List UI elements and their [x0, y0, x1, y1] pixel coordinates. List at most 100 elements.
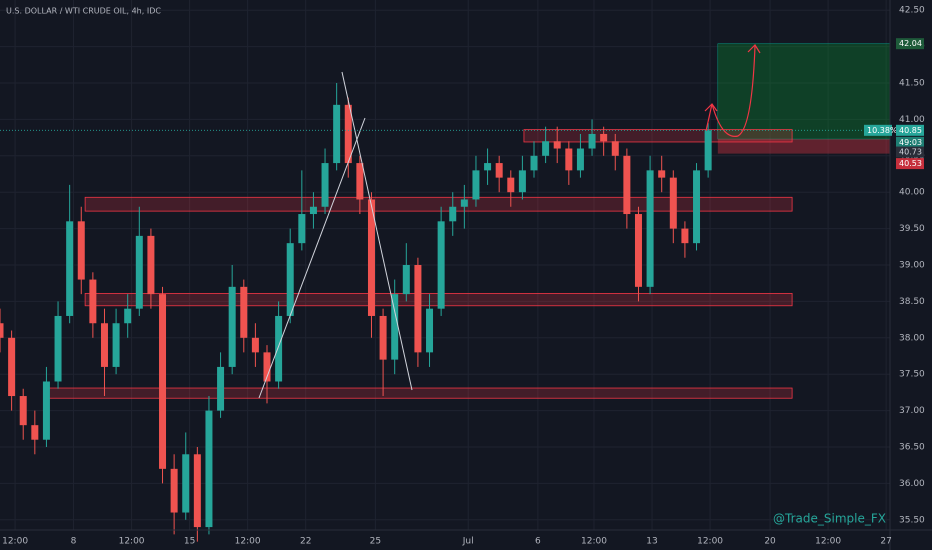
- candle-body: [449, 206, 457, 222]
- candle-body: [634, 214, 642, 287]
- y-tick-label: 41.50: [899, 78, 925, 88]
- y-tick-label: 40.00: [899, 188, 925, 198]
- x-tick-label: 20: [764, 537, 776, 547]
- y-tick-label: 35.50: [899, 515, 925, 525]
- candle-body: [170, 468, 178, 513]
- last-price-label-badge: [896, 124, 924, 136]
- candle-body: [391, 294, 399, 360]
- sr-zone: [523, 129, 793, 143]
- candle-body: [8, 337, 16, 397]
- candle-body: [344, 104, 352, 164]
- arrow-path: [711, 45, 756, 137]
- y-tick-label: 39.50: [899, 224, 925, 234]
- candle-body: [193, 454, 201, 528]
- x-tick-label: 27: [880, 537, 891, 547]
- candle-body: [298, 214, 306, 244]
- candle-body: [426, 308, 434, 353]
- x-tick-label: 12:00: [119, 537, 145, 547]
- candle-body: [542, 141, 550, 156]
- candle-body: [414, 265, 422, 353]
- chart-title: U.S. DOLLAR / WTI CRUDE OIL, 4h, IDC: [6, 7, 161, 16]
- stop-label: 40.53: [899, 159, 922, 168]
- candle-body: [588, 133, 596, 149]
- candle-body: [646, 170, 654, 287]
- x-tick-label: Jul: [462, 537, 474, 547]
- x-tick-label: 12:00: [581, 537, 607, 547]
- y-tick-label: 37.50: [899, 370, 925, 380]
- sr-zone: [44, 387, 793, 399]
- stop-label-badge: [896, 158, 924, 170]
- candle-body: [367, 199, 375, 316]
- candle-body: [275, 315, 283, 382]
- x-tick-label: 12:00: [235, 537, 261, 547]
- change-label-badge: [864, 124, 892, 136]
- y-tick-label: 36.00: [899, 479, 925, 489]
- candle-body: [66, 221, 74, 316]
- y-tick-label: 36.50: [899, 443, 925, 453]
- x-tick-label: 13: [646, 537, 657, 547]
- x-tick-label: 25: [370, 537, 381, 547]
- x-tick-label: 12:00: [815, 537, 841, 547]
- arrow-head: [747, 44, 761, 54]
- y-tick-label: 39.00: [899, 261, 925, 271]
- candle-body: [518, 170, 526, 193]
- watermark: @Trade_Simple_FX: [773, 512, 886, 526]
- candle-body: [495, 163, 503, 178]
- countdown-label-badge: [896, 136, 924, 148]
- change-label: 10.38%: [867, 126, 898, 135]
- countdown-label: 49:03: [899, 138, 922, 147]
- candle-body: [437, 221, 445, 309]
- target-label-badge: [896, 38, 924, 50]
- candle-body: [484, 163, 492, 171]
- target-zone: [717, 43, 891, 140]
- candle-body: [460, 199, 468, 207]
- x-tick-label: 8: [71, 537, 77, 547]
- candle-body: [507, 177, 515, 193]
- candle-body: [623, 155, 631, 215]
- x-tick-label: 12:00: [697, 537, 723, 547]
- y-tick-label: 37.00: [899, 406, 925, 416]
- candle-body: [124, 308, 132, 324]
- candle-body: [402, 265, 410, 295]
- candle-body: [19, 396, 27, 426]
- arrow-path: [705, 103, 713, 132]
- candle-body: [89, 279, 97, 324]
- candle-body: [147, 235, 155, 295]
- candle-body: [553, 141, 561, 149]
- candle-body: [263, 352, 271, 382]
- candle-body: [205, 410, 213, 528]
- y-tick-label: 38.50: [899, 297, 925, 307]
- candle-body: [100, 323, 108, 367]
- candle-body: [309, 206, 317, 215]
- candle-body: [0, 323, 4, 338]
- candle-body: [565, 148, 573, 171]
- entry-label: 40.73: [899, 148, 922, 157]
- candle-body: [54, 315, 62, 382]
- candle-body: [576, 148, 584, 171]
- candle-body: [112, 323, 120, 367]
- x-tick-label: 6: [535, 537, 541, 547]
- candle-body: [472, 170, 480, 200]
- candle-body: [228, 286, 236, 367]
- candle-body: [693, 170, 701, 244]
- x-tick-label: 15: [184, 537, 195, 547]
- candle-body: [600, 133, 608, 142]
- candle-body: [356, 163, 364, 200]
- candle-body: [321, 163, 329, 207]
- candle-body: [159, 294, 167, 469]
- candle-body: [704, 130, 712, 171]
- y-tick-label: 38.00: [899, 333, 925, 343]
- candle-body: [530, 155, 538, 171]
- candle-body: [182, 454, 190, 513]
- candle-body: [240, 286, 248, 338]
- target-label: 42.04: [899, 39, 922, 48]
- y-tick-label: 42.50: [899, 6, 925, 16]
- trend-line: [341, 71, 413, 391]
- entry-label-badge: [896, 146, 924, 158]
- candle-body: [681, 228, 689, 244]
- candle-body: [251, 337, 259, 353]
- candle-body: [135, 235, 143, 309]
- candle-body: [333, 104, 341, 164]
- stop-zone: [717, 139, 890, 154]
